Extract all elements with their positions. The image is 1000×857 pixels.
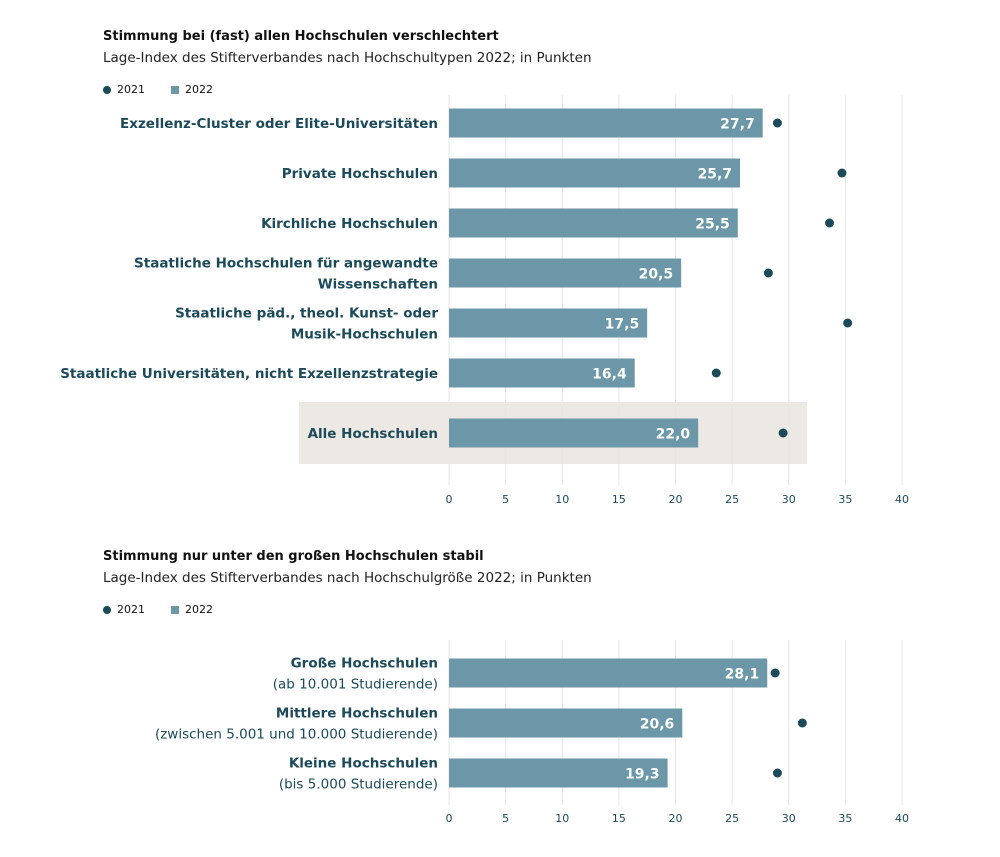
category-label: Staatliche päd., theol. Kunst- oder <box>175 306 438 322</box>
x-tick-label: 35 <box>838 812 852 825</box>
legend-label-2021: 2021 <box>117 83 145 96</box>
category-label: Wissenschaften <box>318 277 438 293</box>
x-tick-label: 5 <box>502 812 509 825</box>
dot-2021 <box>772 118 782 128</box>
x-tick-label: 0 <box>446 812 453 825</box>
bar-value-label: 28,1 <box>725 667 760 683</box>
bar-value-label: 25,5 <box>695 217 730 233</box>
x-tick-label: 10 <box>555 493 569 506</box>
bar-value-label: 17,5 <box>605 317 640 333</box>
x-tick-label: 15 <box>612 493 626 506</box>
chart1-title: Stimmung bei (fast) allen Hochschulen ve… <box>103 29 499 44</box>
bar-2022 <box>449 208 738 238</box>
category-label: Große Hochschulen <box>291 656 438 672</box>
chart2-subtitle: Lage-Index des Stifterverbandes nach Hoc… <box>103 570 592 586</box>
legend-square-2022-icon <box>171 605 179 614</box>
bar-value-label: 20,6 <box>640 717 675 733</box>
legend-label-2021: 2021 <box>117 603 145 616</box>
x-tick-label: 15 <box>612 812 626 825</box>
dot-2021 <box>843 318 853 328</box>
bar-2022 <box>449 308 648 338</box>
x-tick-label: 40 <box>895 812 909 825</box>
bar-value-label: 19,3 <box>625 767 660 783</box>
x-tick-label: 30 <box>782 493 796 506</box>
dot-2021 <box>797 718 807 728</box>
category-label: Kleine Hochschulen <box>289 756 438 772</box>
dot-2021 <box>711 368 721 378</box>
x-tick-label: 20 <box>669 493 683 506</box>
dot-2021 <box>763 268 773 278</box>
chart1-legend: 2021 2022 <box>103 83 213 96</box>
category-label: Staatliche Universitäten, nicht Exzellen… <box>60 366 438 382</box>
bar-2022 <box>449 108 763 138</box>
legend-dot-2021-icon <box>103 605 111 614</box>
bar-2022 <box>449 758 668 788</box>
bar-value-label: 27,7 <box>720 117 755 133</box>
bar-2022 <box>449 158 741 188</box>
chart1-subtitle: Lage-Index des Stifterverbandes nach Hoc… <box>103 50 592 66</box>
x-tick-label: 5 <box>502 493 509 506</box>
x-tick-label: 35 <box>838 493 852 506</box>
category-label: Exzellenz-Cluster oder Elite-Universität… <box>120 116 438 132</box>
bar-value-label: 22,0 <box>656 427 691 443</box>
category-label: Musik-Hochschulen <box>291 327 438 343</box>
chart2-title: Stimmung nur unter den großen Hochschule… <box>103 549 484 564</box>
bar-value-label: 16,4 <box>592 367 627 383</box>
bar-2022 <box>449 258 682 288</box>
bar-2022 <box>449 708 683 738</box>
x-tick-label: 10 <box>555 812 569 825</box>
x-tick-label: 25 <box>725 493 739 506</box>
x-tick-label: 0 <box>446 493 453 506</box>
bar-2022 <box>449 658 768 688</box>
category-label: Alle Hochschulen <box>308 426 438 442</box>
x-tick-label: 30 <box>782 812 796 825</box>
category-label: Staatliche Hochschulen für angewandte <box>134 256 438 272</box>
dot-2021 <box>825 218 835 228</box>
x-tick-label: 20 <box>669 812 683 825</box>
legend-square-2022-icon <box>171 85 179 94</box>
dot-2021 <box>837 168 847 178</box>
category-label: Mittlere Hochschulen <box>276 706 438 722</box>
dot-2021 <box>770 668 780 678</box>
dot-2021 <box>778 428 788 438</box>
bar-2022 <box>449 358 635 388</box>
x-tick-label: 40 <box>895 493 909 506</box>
legend-label-2022: 2022 <box>185 83 213 96</box>
legend-dot-2021-icon <box>103 85 111 94</box>
category-label: Private Hochschulen <box>282 166 438 182</box>
category-label: Kirchliche Hochschulen <box>261 216 438 232</box>
bar-value-label: 25,7 <box>698 167 733 183</box>
dot-2021 <box>772 768 782 778</box>
category-label: (bis 5.000 Studierende) <box>279 777 438 793</box>
chart1-plot: 0 5 10 15 20 25 30 35 40 27,7 Exzellenz-Cluster od… <box>60 95 909 506</box>
bar-value-label: 20,5 <box>639 267 674 283</box>
legend-label-2022: 2022 <box>185 603 213 616</box>
chart2-legend: 2021 2022 <box>103 603 213 616</box>
bar-2022 <box>449 418 699 448</box>
category-label: (ab 10.001 Studierende) <box>273 677 438 693</box>
category-label: (zwischen 5.001 und 10.000 Studierende) <box>155 727 438 743</box>
x-tick-label: 25 <box>725 812 739 825</box>
